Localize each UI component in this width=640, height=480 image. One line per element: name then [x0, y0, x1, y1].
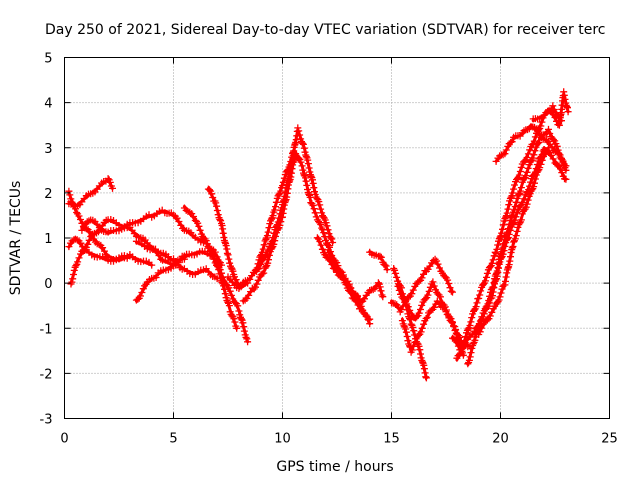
series-arc8: [180, 204, 241, 332]
axis-ticks: 0 5 10 15 20 25 -3 -2 -1 0 1 2 3 4 5: [40, 52, 618, 447]
y-tick-label: 4: [44, 97, 52, 112]
series-markers: [180, 204, 241, 332]
series-markers: [475, 144, 552, 338]
series-markers: [366, 248, 391, 274]
y-tick-label: -3: [40, 413, 53, 428]
y-tick-label: 5: [44, 52, 52, 67]
series-markers: [132, 237, 221, 283]
x-tick-label: 25: [601, 432, 618, 447]
series-markers: [78, 206, 225, 269]
series-arc24: [492, 123, 570, 170]
series-arc12: [252, 148, 297, 275]
chart-title: Day 250 of 2021, Sidereal Day-to-day VTE…: [45, 22, 605, 38]
x-tick-label: 15: [383, 432, 400, 447]
series-arc14: [324, 246, 374, 323]
series-markers: [529, 88, 572, 129]
y-tick-label: 1: [44, 232, 52, 247]
series-markers: [65, 187, 134, 263]
series-arc15: [366, 248, 391, 274]
x-tick-label: 5: [169, 432, 177, 447]
y-tick-label: 3: [44, 142, 52, 157]
x-axis-label: GPS time / hours: [276, 459, 393, 475]
y-axis-label: SDTVAR / TECUs: [8, 181, 24, 296]
grid: [64, 57, 610, 419]
y-tick-label: 2: [44, 187, 52, 202]
series-markers: [252, 148, 297, 275]
series-arc25: [529, 88, 572, 129]
series-arc23: [475, 144, 552, 338]
x-tick-label: 0: [60, 432, 68, 447]
series-markers: [224, 124, 337, 292]
series-arc3: [65, 187, 134, 263]
y-tick-label: -2: [40, 367, 53, 382]
series-markers: [324, 246, 374, 323]
data-series: [65, 88, 572, 382]
x-tick-label: 20: [492, 432, 509, 447]
y-tick-label: 0: [44, 277, 52, 292]
series-arc6: [132, 237, 221, 283]
x-tick-label: 10: [274, 432, 291, 447]
y-tick-label: -1: [40, 322, 53, 337]
series-arc10: [224, 124, 337, 292]
series-markers: [492, 123, 570, 170]
